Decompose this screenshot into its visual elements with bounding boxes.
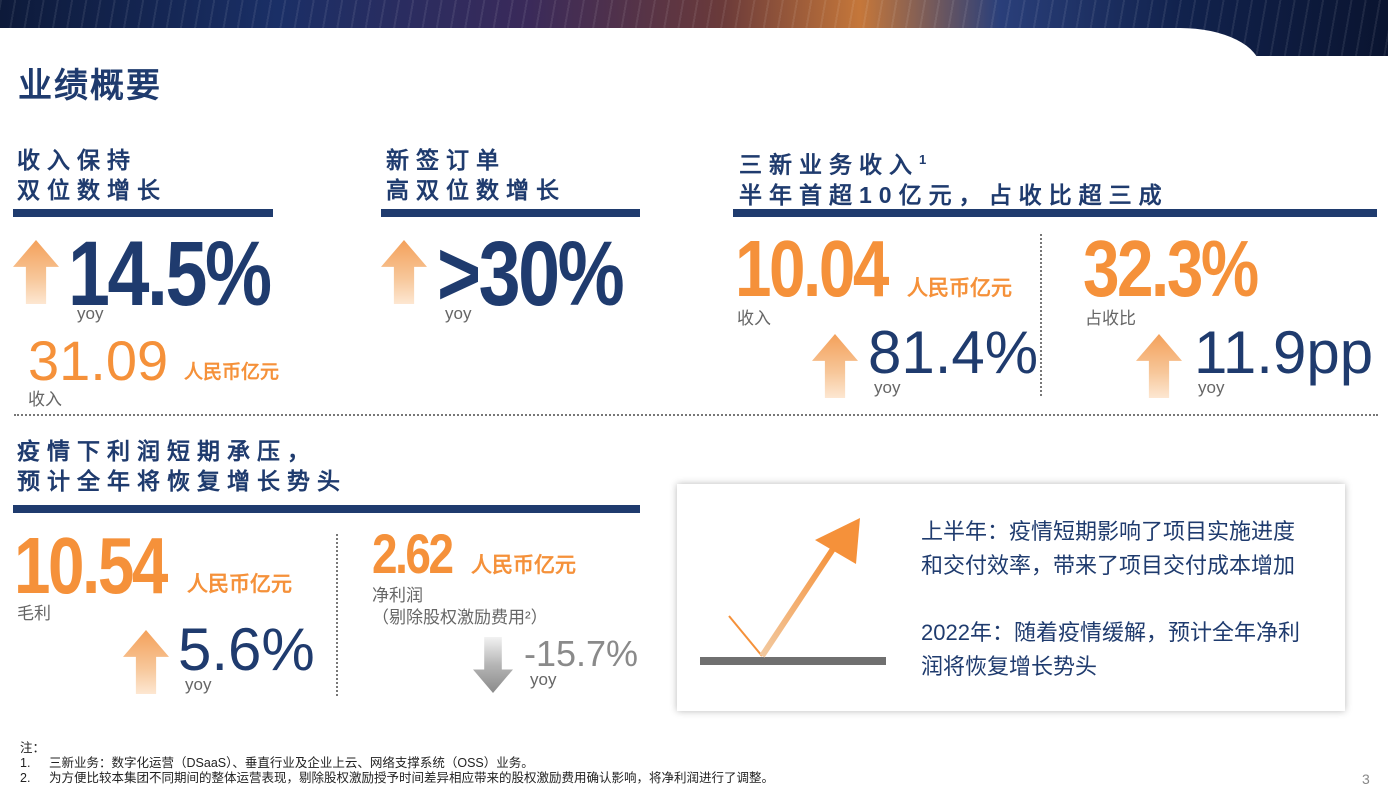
banner-white-curve [0, 28, 1260, 56]
footnote-marker: 1 [919, 152, 927, 167]
gross-profit-label: 毛利 [17, 604, 51, 623]
footnote-text: 三新业务：数字化运营（DSaaS）、垂直行业及企业上云、网络支撑系统（OSS）业… [49, 756, 534, 770]
new-business-heading-text: 三新业务收入 [739, 151, 919, 178]
dotted-divider [1040, 234, 1042, 396]
revenue-heading-bar [13, 209, 273, 217]
new-business-share-growth: 11.9pp [1194, 319, 1374, 386]
outlook-line-2: 和交付效率，带来了项目交付成本增加 [921, 553, 1296, 578]
revenue-heading: 收入保持 双位数增长 [17, 145, 167, 205]
net-profit-unit: 人民币亿元 [471, 554, 576, 577]
revenue-heading-line1: 收入保持 [17, 147, 137, 173]
revenue-amount-unit: 人民币亿元 [184, 362, 280, 383]
net-profit-label: 净利润 [372, 586, 423, 605]
dotted-divider [336, 534, 338, 696]
net-profit-growth: -15.7% [524, 633, 639, 674]
revenue-amount-value: 31.09 [28, 329, 169, 392]
arrow-down-icon [473, 637, 513, 693]
net-profit-value: 2.62 [372, 522, 454, 585]
arrow-up-icon [381, 240, 427, 304]
new-business-amount-growth-label: yoy [874, 378, 901, 397]
net-profit-growth-label: yoy [530, 670, 557, 689]
new-business-amount-value: 10.04 [735, 224, 889, 313]
new-business-amount-growth: 81.4% [868, 319, 1039, 386]
arrow-up-icon [1136, 334, 1182, 398]
new-business-share-value: 32.3% [1083, 224, 1259, 313]
page-title: 业绩概要 [18, 67, 162, 105]
gross-profit-growth: 5.6% [178, 616, 315, 683]
new-business-share-growth-label: yoy [1198, 378, 1225, 397]
arrow-up-icon [812, 334, 858, 398]
outlook-line-1: 上半年：疫情短期影响了项目实施进度 [921, 519, 1296, 544]
profit-heading-line1: 疫情下利润短期承压， [17, 438, 317, 464]
gross-profit-unit: 人民币亿元 [187, 573, 292, 596]
outlook-line-3: 2022年：随着疫情缓解，预计全年净利 [921, 620, 1300, 645]
footnote-text: 为方便比较本集团不同期间的整体运营表现，剔除股权激励授予时间差异相应带来的股权激… [49, 771, 775, 785]
new-business-amount-unit: 人民币亿元 [907, 277, 1012, 300]
revenue-growth-value: 14.5% [68, 223, 272, 325]
orders-heading-line1: 新签订单 [386, 147, 506, 173]
rising-trend-icon [700, 518, 886, 665]
footnote-number: 1. [20, 756, 31, 770]
orders-growth-label: yoy [445, 304, 472, 323]
net-profit-sublabel: （剔除股权激励费用²） [372, 608, 548, 627]
new-business-heading: 三新业务收入1 半年首超10亿元，占收比超三成 [739, 145, 1169, 210]
revenue-heading-line2: 双位数增长 [17, 177, 167, 203]
arrow-up-icon [13, 240, 59, 304]
footnote-1: 1. 三新业务：数字化运营（DSaaS）、垂直行业及企业上云、网络支撑系统（OSS… [20, 756, 774, 771]
footnotes: 注： 1. 三新业务：数字化运营（DSaaS）、垂直行业及企业上云、网络支撑系统（… [20, 741, 774, 786]
new-business-heading-line2: 半年首超10亿元，占收比超三成 [739, 181, 1169, 208]
footnotes-title: 注： [20, 741, 46, 755]
gross-profit-growth-label: yoy [185, 675, 212, 694]
orders-heading-line2: 高双位数增长 [386, 177, 566, 203]
arrow-up-icon [123, 630, 169, 694]
outlook-card: 上半年：疫情短期影响了项目实施进度 和交付效率，带来了项目交付成本增加 2022… [677, 484, 1345, 711]
outlook-line-4: 润将恢复增长势头 [921, 654, 1098, 679]
page-number: 3 [1362, 771, 1370, 787]
revenue-growth-label: yoy [77, 304, 104, 323]
revenue-amount-label: 收入 [28, 390, 62, 409]
profit-heading-bar [13, 505, 640, 513]
header-banner [0, 0, 1388, 56]
orders-growth-value: >30% [437, 223, 625, 325]
footnote-2: 2. 为方便比较本集团不同期间的整体运营表现，剔除股权激励授予时间差异相应带来的股… [20, 771, 774, 786]
section-dotted-separator [14, 414, 1378, 416]
footnote-number: 2. [20, 771, 31, 785]
new-business-heading-line1: 三新业务收入1 [739, 145, 1169, 180]
new-business-share-label: 占收比 [1085, 309, 1136, 328]
profit-heading-line2: 预计全年将恢复增长势头 [17, 468, 347, 494]
gross-profit-value: 10.54 [14, 521, 168, 610]
new-business-heading-bar [733, 209, 1377, 217]
orders-heading: 新签订单 高双位数增长 [386, 145, 566, 205]
profit-heading: 疫情下利润短期承压， 预计全年将恢复增长势头 [17, 436, 347, 496]
new-business-amount-label: 收入 [737, 309, 771, 328]
orders-heading-bar [381, 209, 640, 217]
